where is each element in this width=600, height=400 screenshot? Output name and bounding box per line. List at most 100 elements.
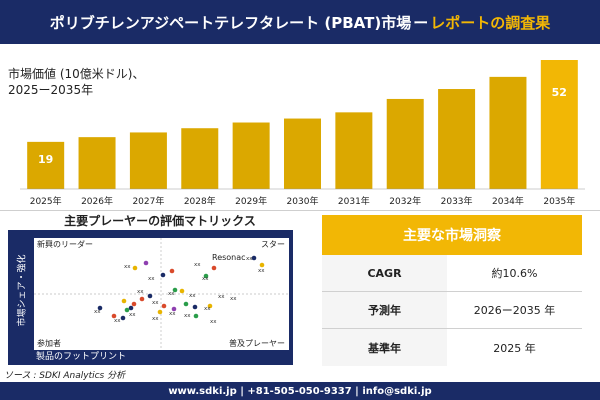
player-placeholder-label: xx (210, 319, 217, 325)
insight-key: 基準年 (322, 329, 447, 366)
player-marker (128, 305, 134, 311)
player-placeholder-label: xx (184, 313, 191, 319)
bar-2035年 (540, 60, 578, 189)
player-placeholder-label: xx (124, 264, 131, 270)
bar-2028年 (181, 128, 219, 189)
footer-contact: www.sdki.jp | +81-505-050-9337 | info@sd… (0, 382, 600, 400)
matrix-title: 主要プレーヤーの評価マトリックス (64, 214, 256, 228)
player-marker (139, 296, 145, 302)
player-placeholder-label: xx (129, 312, 136, 318)
player-placeholder-label: xx (137, 289, 144, 295)
source-note: ソース : SDKI Analytics 分析 (4, 371, 126, 381)
market-value-bar-chart: 2025年 19 2026年 2027年 2028年 2029年 2030年 2031年 203… (20, 60, 585, 207)
insight-row-cagr: CAGR 約10.6% (322, 255, 582, 292)
section-divider (0, 210, 600, 211)
player-placeholder-label: xx (169, 311, 176, 317)
evaluation-matrix: 市場シェア・強化 xx xx xx xx xx xx xx xx xx xx xx xx xx xx xx x… (8, 230, 293, 365)
bar-2027年 (129, 132, 167, 189)
player-placeholder-label: xx (152, 316, 159, 322)
bar-2034年 (489, 76, 527, 189)
bar-data-label: 19 (38, 153, 53, 166)
player-marker (259, 262, 265, 268)
player-marker (160, 272, 166, 278)
player-marker (120, 315, 126, 321)
bar-2031年 (335, 112, 373, 189)
player-marker (131, 301, 137, 307)
x-tick-label: 2032年 (389, 195, 421, 207)
matrix-x-axis-label: 製品のフットプリント (36, 352, 127, 362)
x-tick-label: 2031年 (338, 195, 370, 207)
title-bar: ポリブチレンアジペートテレフタレート (PBAT)市場 ー レポートの調査果 (0, 0, 600, 44)
player-placeholder-label: xx (189, 293, 196, 299)
x-tick-label: 2026年 (81, 195, 113, 207)
bar-2030年 (284, 118, 321, 189)
insights-header: 主要な市場洞察 (322, 215, 582, 255)
insight-value: 約10.6% (491, 267, 538, 280)
quadrant-label-participants: 参加者 (37, 339, 61, 348)
quadrant-label-stars: スター (261, 240, 285, 249)
player-placeholder-label: xx (114, 318, 121, 324)
insight-value: 2025 年 (493, 341, 536, 355)
player-marker (183, 301, 189, 307)
x-tick-label: 2028年 (184, 195, 216, 207)
player-placeholder-label: xx (148, 276, 155, 282)
player-placeholder-label: xx (258, 268, 265, 274)
matrix-y-axis: 市場シェア・強化 (8, 230, 34, 350)
player-marker (203, 273, 209, 279)
player-marker (193, 313, 199, 319)
player-marker (192, 304, 198, 310)
player-marker (169, 268, 175, 274)
player-placeholder-label: xx (218, 294, 225, 300)
x-tick-label: 2025年 (30, 195, 62, 207)
player-marker (207, 303, 213, 309)
player-marker (147, 293, 153, 299)
market-insights-panel: 主要な市場洞察 CAGR 約10.6% 予測年 2026ー2035 年 基準年 … (322, 215, 582, 370)
player-placeholder-label: xx (168, 291, 175, 297)
player-placeholder-label: xx (230, 296, 237, 302)
insight-key: 予測年 (322, 292, 447, 328)
matrix-y-axis-label: 市場シェア・強化 (17, 253, 28, 327)
quadrant-label-emerging-leaders: 新興のリーダー (37, 240, 93, 249)
player-marker (179, 288, 185, 294)
player-marker (132, 265, 138, 271)
x-tick-label: 2035年 (543, 195, 575, 207)
player-placeholder-label: xx (152, 300, 159, 306)
player-marker (251, 255, 257, 261)
bar-2026年 (78, 137, 116, 189)
bar-data-label: 52 (552, 86, 567, 99)
player-marker (157, 309, 163, 315)
player-placeholder-label: xx (246, 256, 253, 262)
player-placeholder-label: xx (194, 262, 201, 268)
bar-2032年 (386, 98, 424, 189)
player-placeholder-label: xx (202, 276, 209, 282)
insight-row-base-year: 基準年 2025 年 (322, 329, 582, 366)
player-marker (211, 265, 217, 271)
report-title: ポリブチレンアジペートテレフタレート (PBAT)市場 (49, 13, 412, 32)
x-tick-label: 2033年 (441, 195, 473, 207)
insight-value: 2026ー2035 年 (473, 304, 556, 317)
player-marker (171, 306, 177, 312)
insight-key: CAGR (322, 255, 447, 291)
chart-label: 市場価値 (10億米ドル)、 2025ー2035年 (8, 67, 145, 97)
player-label-resonac: Resonac (212, 253, 246, 262)
player-marker (121, 298, 127, 304)
bar-2033年 (438, 89, 476, 189)
report-subtitle: レポートの調査果 (430, 13, 551, 32)
player-placeholder-label: xx (94, 309, 101, 315)
insight-row-forecast-years: 予測年 2026ー2035 年 (322, 292, 582, 329)
matrix-plot-area: xx xx xx xx xx xx xx xx xx xx xx xx xx xx xx xx xx xx xx xx… (34, 238, 289, 350)
player-marker (124, 307, 130, 313)
x-tick-label: 2030年 (287, 195, 319, 207)
player-marker (143, 260, 149, 266)
bar-2025年 (27, 141, 65, 189)
player-marker (97, 305, 103, 311)
player-marker (172, 287, 178, 293)
x-tick-label: 2027年 (132, 195, 164, 207)
bar-2029年 (232, 122, 270, 189)
player-marker (161, 303, 167, 309)
player-placeholder-label: xx (204, 306, 211, 312)
x-tick-label: 2034年 (492, 195, 524, 207)
player-marker (111, 313, 117, 319)
